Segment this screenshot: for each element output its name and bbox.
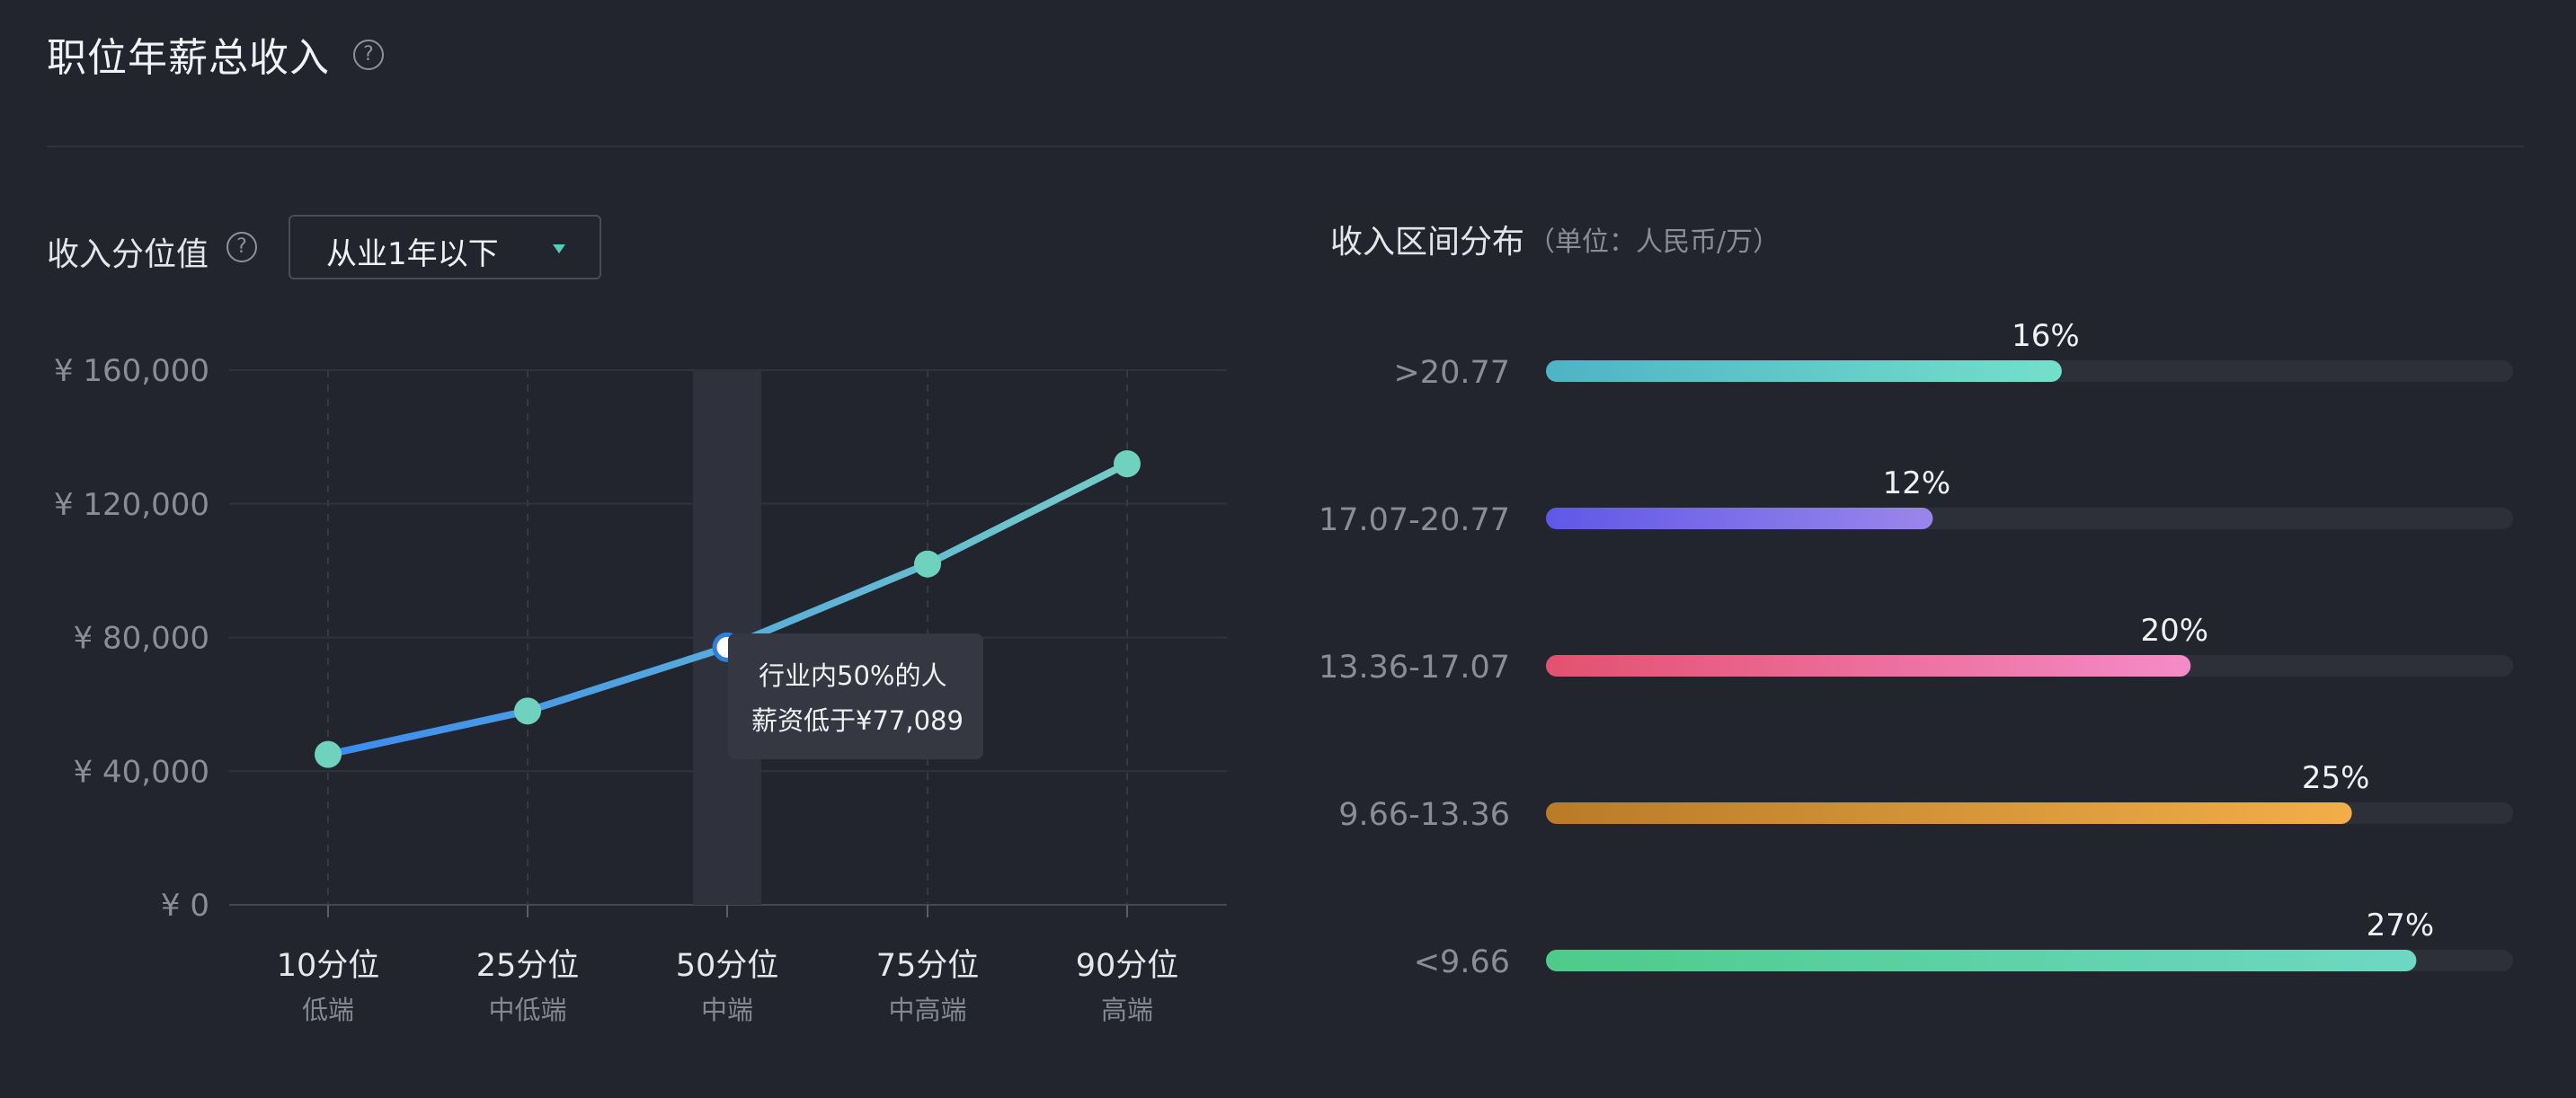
experience-dropdown[interactable]: 从业1年以下 [289,215,601,279]
bar[interactable] [1546,655,2191,677]
bar-category-label: 13.36-17.07 [1319,650,1510,686]
x-tick-label: 25分位 [476,948,580,984]
dropdown-value: 从业1年以下 [326,236,499,272]
bar-category-label: 17.07-20.77 [1319,502,1510,538]
bar-category-label: 9.66-13.36 [1338,797,1510,833]
y-tick-label: ¥ 160,000 [54,353,209,389]
data-point[interactable] [315,740,342,768]
bar[interactable] [1546,802,2352,824]
bar-value-label: 25% [2302,760,2370,796]
bar[interactable] [1546,508,1933,529]
y-tick-label: ¥ 120,000 [54,487,209,523]
y-tick-label: ¥ 40,000 [74,754,209,790]
x-tick-label: 90分位 [1076,948,1179,984]
percentile-tooltip: 行业内50%的人 薪资低于¥77,089 [728,633,983,759]
bar-value-label: 16% [2012,318,2080,354]
bar-value-label: 27% [2367,908,2435,943]
data-point[interactable] [514,697,541,725]
page-title: 职位年薪总收入 [47,35,330,81]
header-divider [47,146,2524,147]
distribution-title: 收入区间分布 [1330,224,1525,261]
bar-category-label: >20.77 [1393,355,1510,391]
x-tick-label: 50分位 [676,948,779,984]
data-point[interactable] [914,550,941,578]
percentile-label: 收入分位值 [47,236,209,273]
bar-category-label: <9.66 [1414,944,1510,980]
bar-value-label: 12% [1883,465,1951,501]
x-tick-label: 75分位 [876,948,980,984]
x-tick-sublabel: 中端 [701,995,753,1025]
x-tick-label: 10分位 [277,948,380,984]
tooltip-line-1: 行业内50%的人 [759,660,947,691]
bar-value-label: 20% [2141,613,2209,649]
y-tick-label: ¥ 80,000 [74,621,209,657]
percentile-line-chart: ¥ 0 ¥ 40,000 ¥ 80,000 ¥ 120,000 ¥ 160,000 10… [54,353,1227,1025]
percentile-help-icon[interactable]: ? [227,232,257,262]
y-tick-label: ¥ 0 [161,888,209,924]
x-tick-sublabel: 中低端 [488,995,566,1025]
bar[interactable] [1546,950,2417,971]
caret-down-icon [553,244,565,253]
help-icon[interactable]: ? [353,40,384,70]
x-tick-sublabel: 低端 [302,995,354,1025]
x-tick-sublabel: 高端 [1101,995,1153,1025]
distribution-unit: （单位：人民币/万） [1528,226,1781,258]
x-tick-sublabel: 中高端 [888,995,966,1025]
bar[interactable] [1546,360,2062,382]
distribution-bar-chart: >20.77 16% 17.07-20.77 12% 13.36-17.07 20% 9.6… [1319,318,2513,980]
tooltip-line-2: 薪资低于¥77,089 [751,705,964,736]
data-point[interactable] [1114,450,1141,478]
